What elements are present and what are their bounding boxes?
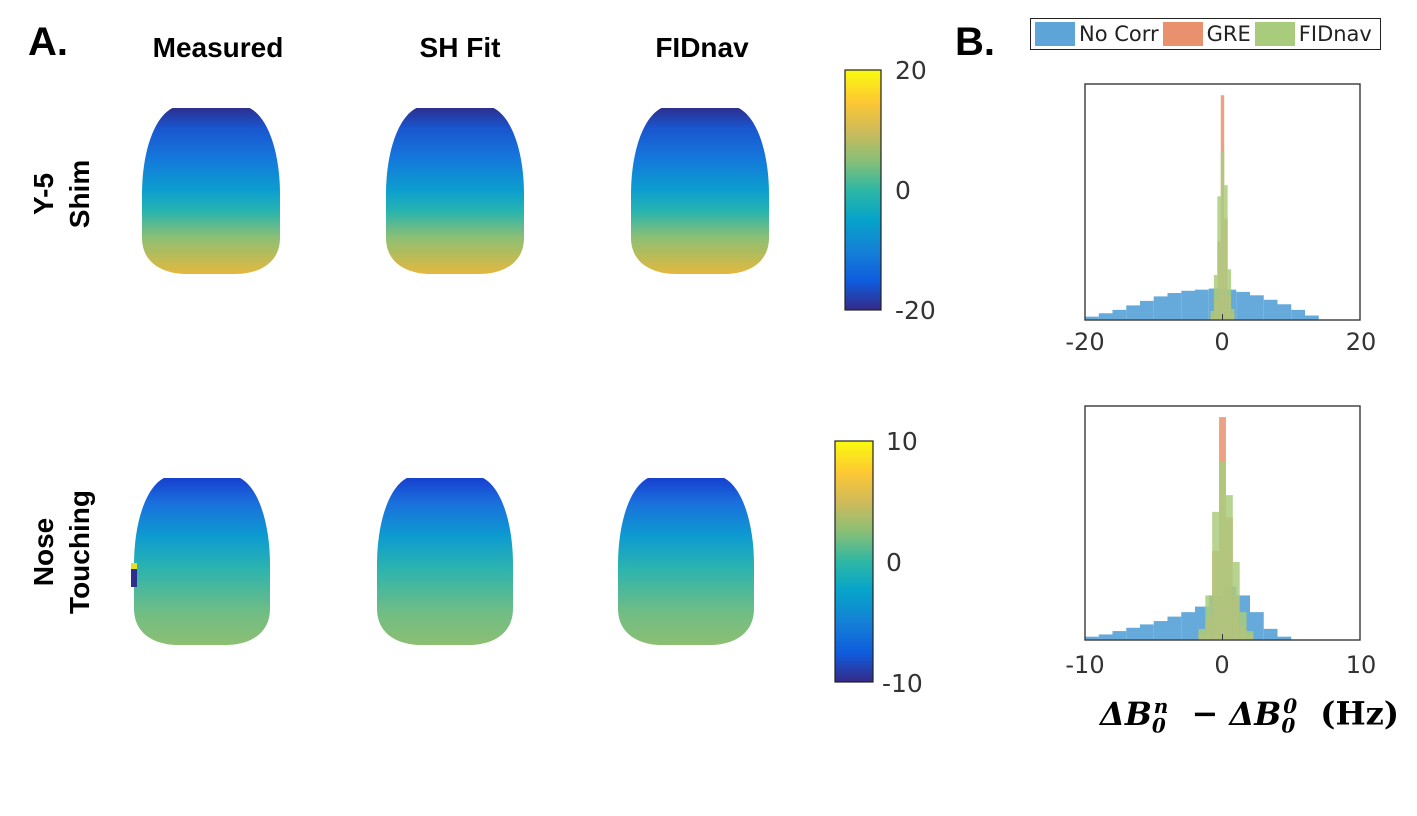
head-map-5 [618, 478, 754, 645]
legend-label: No Corr [1079, 22, 1159, 46]
hist-bar-no-corr [1112, 309, 1127, 320]
hist-bar-fidnav [1212, 511, 1220, 640]
colorbar-2-min-label: -10 [882, 669, 923, 698]
hist-bar-no-corr [1153, 621, 1168, 640]
column-title-measured: Measured [152, 32, 284, 63]
colorbar-2-mid-label: 0 [886, 548, 902, 577]
hist-bar-no-corr [1236, 291, 1250, 320]
hist-bar-no-corr [1140, 624, 1154, 640]
hist-bar-fidnav [1198, 628, 1206, 640]
panel-b-label: B. [955, 20, 995, 64]
hist-2-xtick: 0 [1214, 651, 1230, 679]
hist-2-xtick: -10 [1065, 651, 1105, 679]
hist-bar-no-corr [1277, 636, 1292, 640]
hist-1-xtick: -20 [1065, 328, 1105, 356]
hist-bar-no-corr [1085, 636, 1099, 640]
hist-1-xtick: 0 [1214, 328, 1230, 356]
artifact-mark [131, 563, 137, 569]
hist-bar-fidnav [1210, 311, 1214, 320]
colorbars [834, 69, 882, 683]
hist-bar-fidnav [1227, 269, 1232, 320]
hist-bar-fidnav [1219, 461, 1226, 640]
hist-bar-no-corr [1195, 289, 1209, 320]
column-title-fidnav: FIDnav [655, 32, 749, 63]
hist-bar-no-corr [1291, 309, 1305, 320]
column-title-sh-fit: SH Fit [419, 32, 501, 63]
hist-bar-fidnav [1224, 185, 1228, 320]
hist-bar-no-corr [1181, 612, 1195, 640]
hist-bar-no-corr [1181, 290, 1195, 320]
hist-bar-no-corr [1263, 628, 1278, 640]
hist-bar-no-corr [1098, 313, 1113, 320]
legend-item-fidnav: FIDnav [1254, 22, 1372, 46]
hist-bar-fidnav [1213, 275, 1218, 320]
colorbar-2-max-label: 10 [886, 427, 918, 456]
colorbar-1-mid-label: 0 [895, 176, 911, 205]
hist-bar-fidnav [1220, 151, 1225, 320]
hist-bar-no-corr [1167, 293, 1182, 320]
colorbar-1-min-label: -20 [895, 296, 936, 325]
artifact-mark [131, 565, 137, 587]
xlabel-minus: − [1191, 694, 1230, 733]
colorbar-1-max-label: 20 [895, 56, 927, 85]
hist-bar-no-corr [1126, 627, 1140, 640]
legend: No Corr GRE FIDnav [1030, 18, 1381, 50]
head-maps [131, 108, 769, 645]
histogram-xlabel: ΔB0n − ΔB00 (Hz) [1100, 694, 1399, 738]
hist-bar-no-corr [1140, 300, 1154, 320]
hist-bar-no-corr [1126, 305, 1140, 320]
hist-bar-no-corr [1098, 634, 1113, 640]
legend-swatch [1162, 22, 1203, 46]
legend-swatch [1035, 22, 1075, 46]
hist-bar-no-corr [1153, 296, 1168, 320]
colorbar-1 [844, 69, 882, 311]
hist-bar-fidnav [1246, 631, 1254, 640]
legend-label: GRE [1206, 22, 1251, 46]
xlabel-unit: (Hz) [1320, 694, 1399, 733]
legend-swatch [1254, 22, 1295, 46]
head-map-1 [386, 108, 524, 274]
head-map-3 [134, 478, 270, 645]
hist-bar-fidnav [1231, 308, 1235, 320]
head-map-4 [377, 478, 513, 645]
hist-bar-fidnav [1232, 562, 1240, 640]
xlabel-text: ΔB0n [1100, 694, 1169, 738]
histogram-1 [1084, 83, 1361, 321]
hist-2-xtick: 10 [1345, 651, 1377, 679]
histograms [1084, 83, 1361, 641]
hist-bar-no-corr [1085, 316, 1099, 320]
head-map-2 [631, 108, 769, 274]
hist-bar-no-corr [1277, 304, 1292, 320]
legend-label: FIDnav [1298, 22, 1372, 46]
hist-bar-no-corr [1250, 295, 1264, 320]
hist-bar-fidnav [1225, 495, 1233, 640]
head-map-0 [142, 108, 280, 274]
hist-bar-fidnav [1239, 612, 1247, 640]
hist-bar-no-corr [1263, 299, 1278, 320]
histogram-2 [1084, 405, 1361, 641]
panel-a-label: A. [28, 20, 68, 64]
hist-1-xtick: 20 [1345, 328, 1377, 356]
hist-bar-no-corr [1112, 631, 1127, 640]
colorbar-2 [834, 440, 874, 683]
hist-bar-fidnav [1205, 595, 1213, 640]
hist-bar-no-corr [1305, 315, 1319, 320]
hist-bar-fidnav [1217, 196, 1221, 320]
legend-item-gre: GRE [1162, 22, 1251, 46]
hist-bar-no-corr [1167, 616, 1182, 640]
legend-item-no-corr: No Corr [1035, 22, 1159, 46]
